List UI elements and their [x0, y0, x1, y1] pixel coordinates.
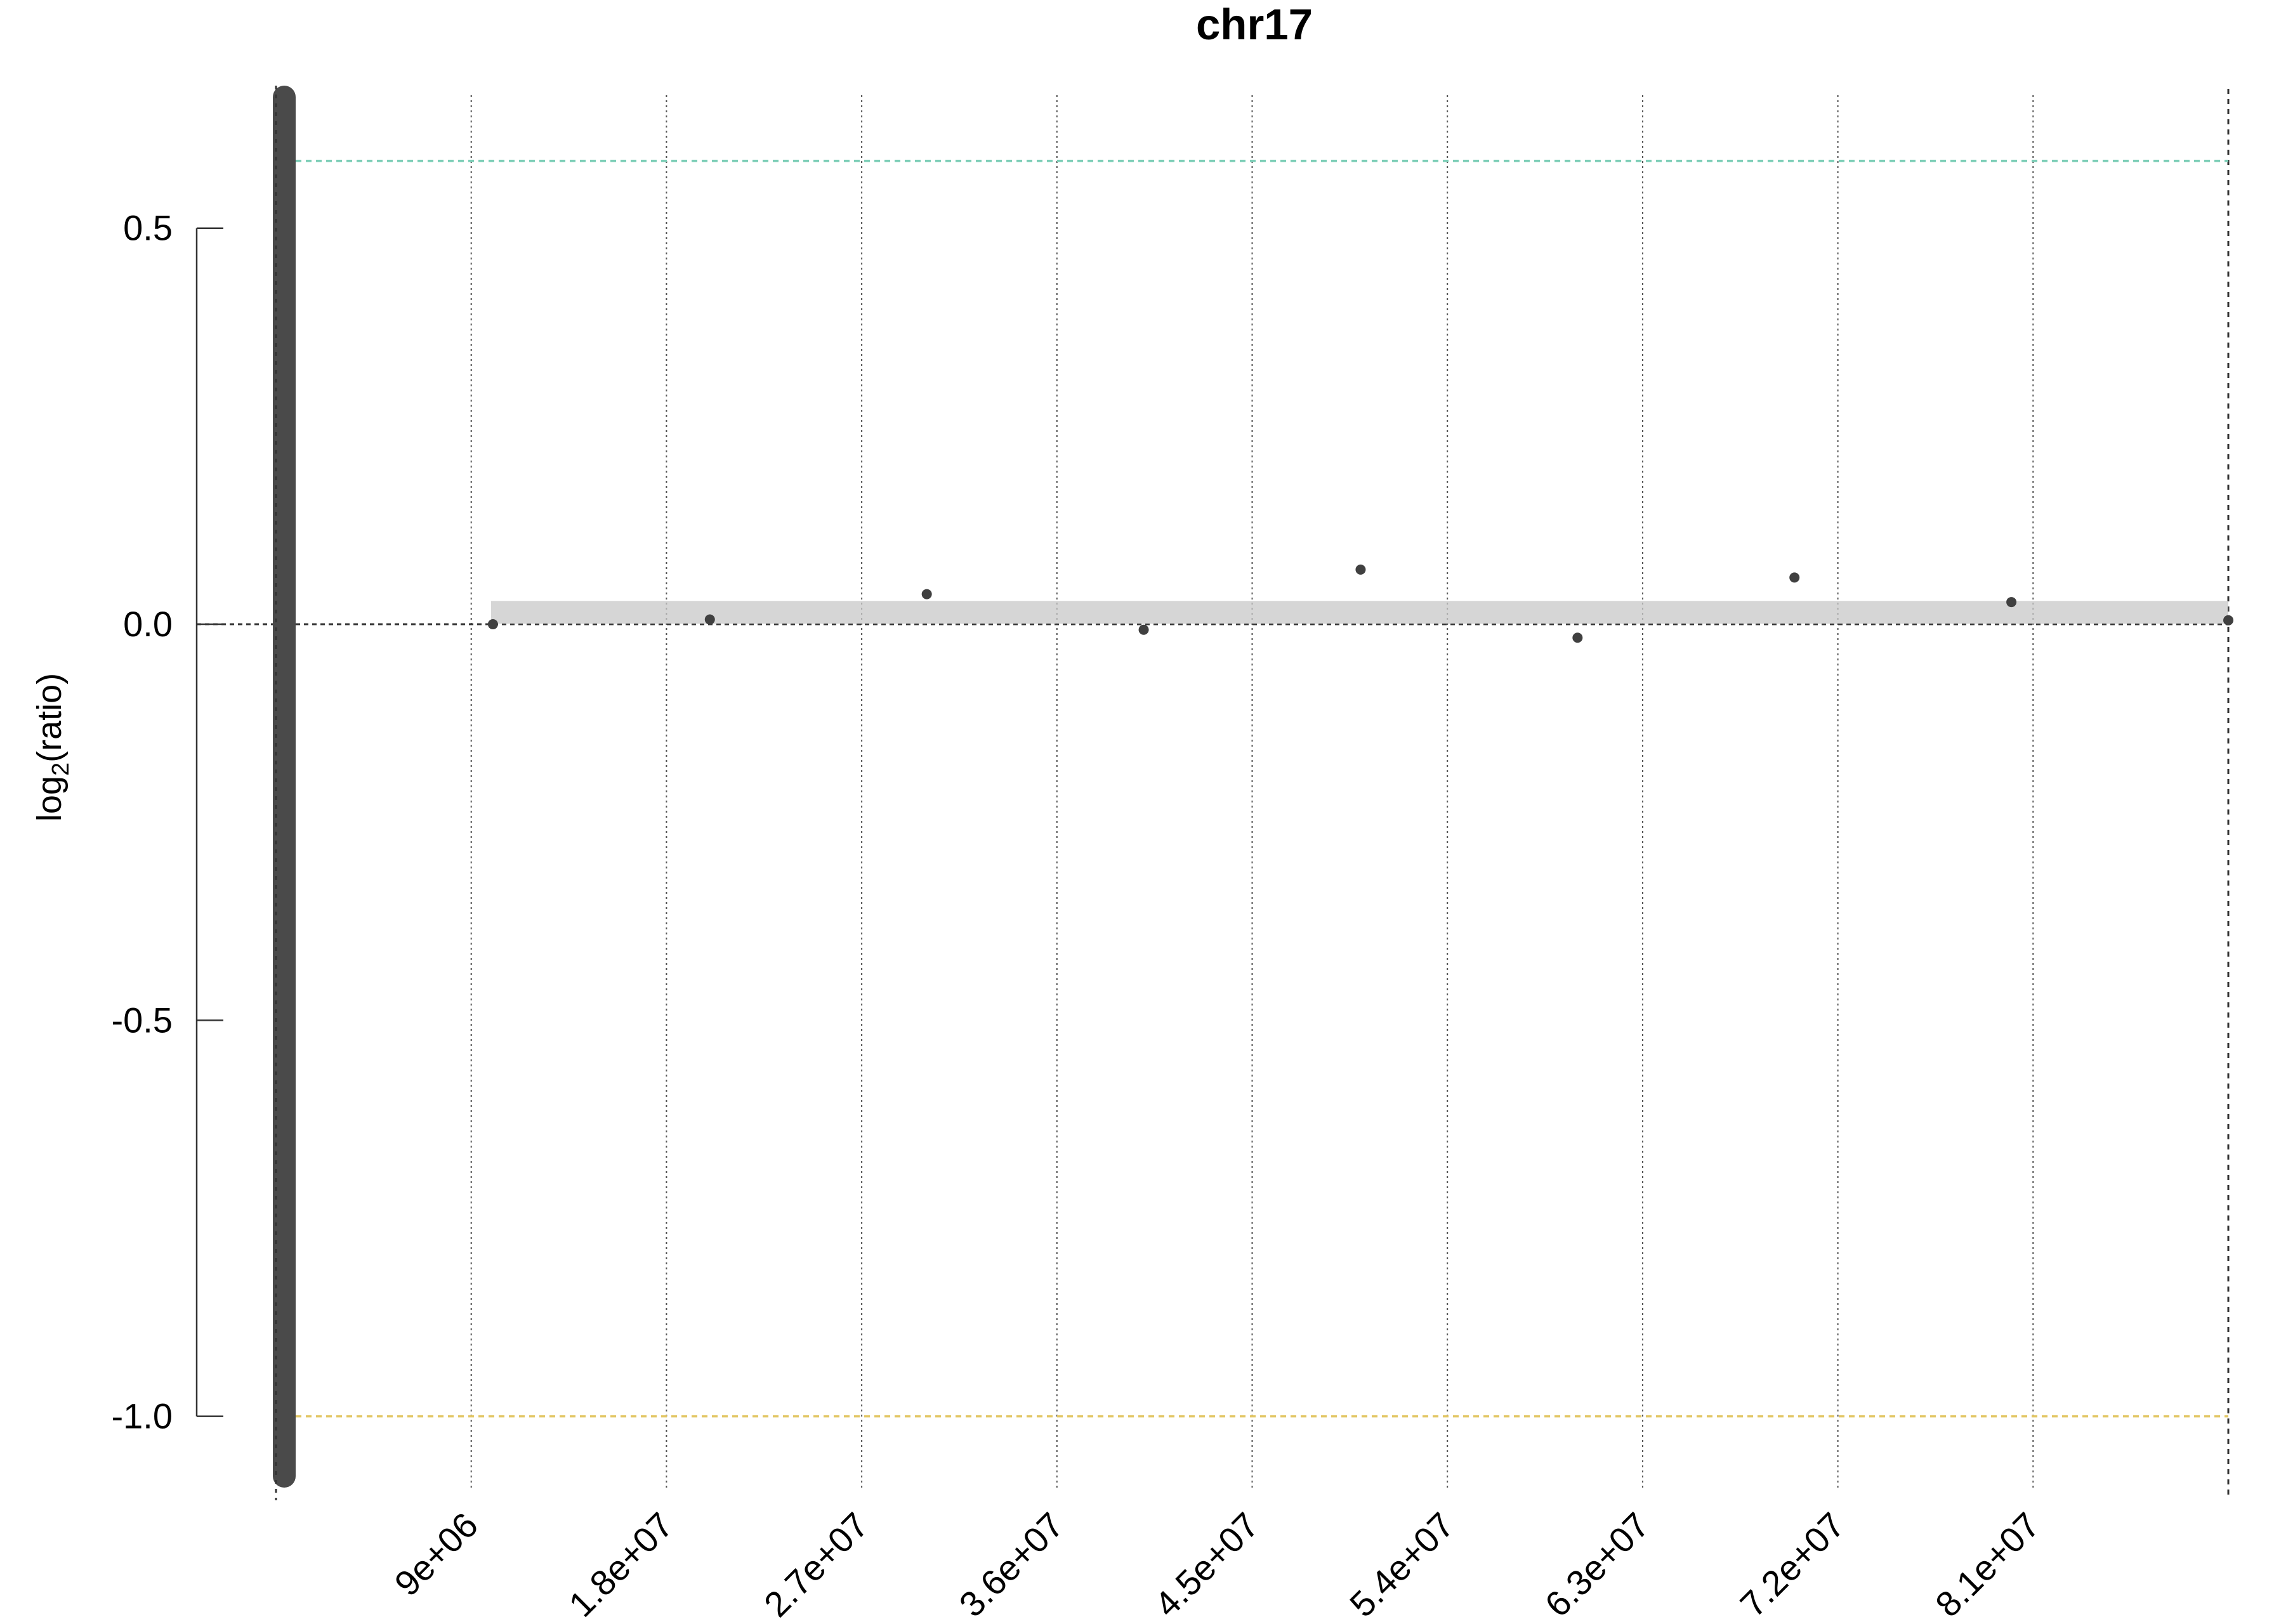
y-axis-label-subscript: 2 — [48, 763, 74, 776]
y-tick-label: -0.5 — [112, 1000, 173, 1040]
data-point — [1138, 624, 1149, 635]
data-point — [2223, 615, 2233, 625]
x-tick-label: 9e+06 — [386, 1505, 485, 1604]
chart-title: chr17 — [1196, 0, 1313, 49]
data-point — [1572, 632, 1583, 643]
x-tick-label: 4.5e+07 — [1147, 1505, 1266, 1624]
data-point — [2006, 597, 2017, 608]
data-point — [921, 589, 932, 599]
x-tick-label: 7.2e+07 — [1732, 1505, 1852, 1624]
y-tick-label: 0.0 — [123, 604, 173, 644]
x-tick-label: 6.3e+07 — [1537, 1505, 1657, 1624]
y-tick-label: -1.0 — [112, 1396, 173, 1436]
x-axis-ticks: 9e+06 1.8e+07 2.7e+07 3.6e+07 4.5e+07 5.4e+07… — [386, 1505, 2047, 1624]
data-point — [1789, 572, 1800, 583]
x-tick-label: 1.8e+07 — [561, 1505, 681, 1624]
y-axis-label: log2(ratio) — [30, 673, 74, 822]
y-axis-label-base: log — [30, 776, 69, 822]
points-layer — [487, 564, 2233, 643]
segment-layer — [490, 601, 2228, 624]
y-axis: 0.5 0.0 -0.5 -1.0 — [112, 208, 223, 1436]
data-point — [704, 614, 715, 625]
x-tick-label: 3.6e+07 — [951, 1505, 1071, 1624]
segment-band — [490, 601, 2228, 624]
x-tick-label: 8.1e+07 — [1928, 1505, 2047, 1624]
y-axis-label-rest: (ratio) — [30, 673, 69, 763]
x-gridlines — [470, 89, 2230, 1497]
y-tick-label: 0.5 — [123, 208, 173, 248]
data-point — [1355, 564, 1366, 575]
x-tick-label: 5.4e+07 — [1342, 1505, 1462, 1624]
chromosome-bar — [273, 86, 296, 1488]
reference-lines — [197, 159, 2228, 1418]
x-tick-label: 2.7e+07 — [756, 1505, 876, 1624]
data-point — [487, 619, 498, 630]
